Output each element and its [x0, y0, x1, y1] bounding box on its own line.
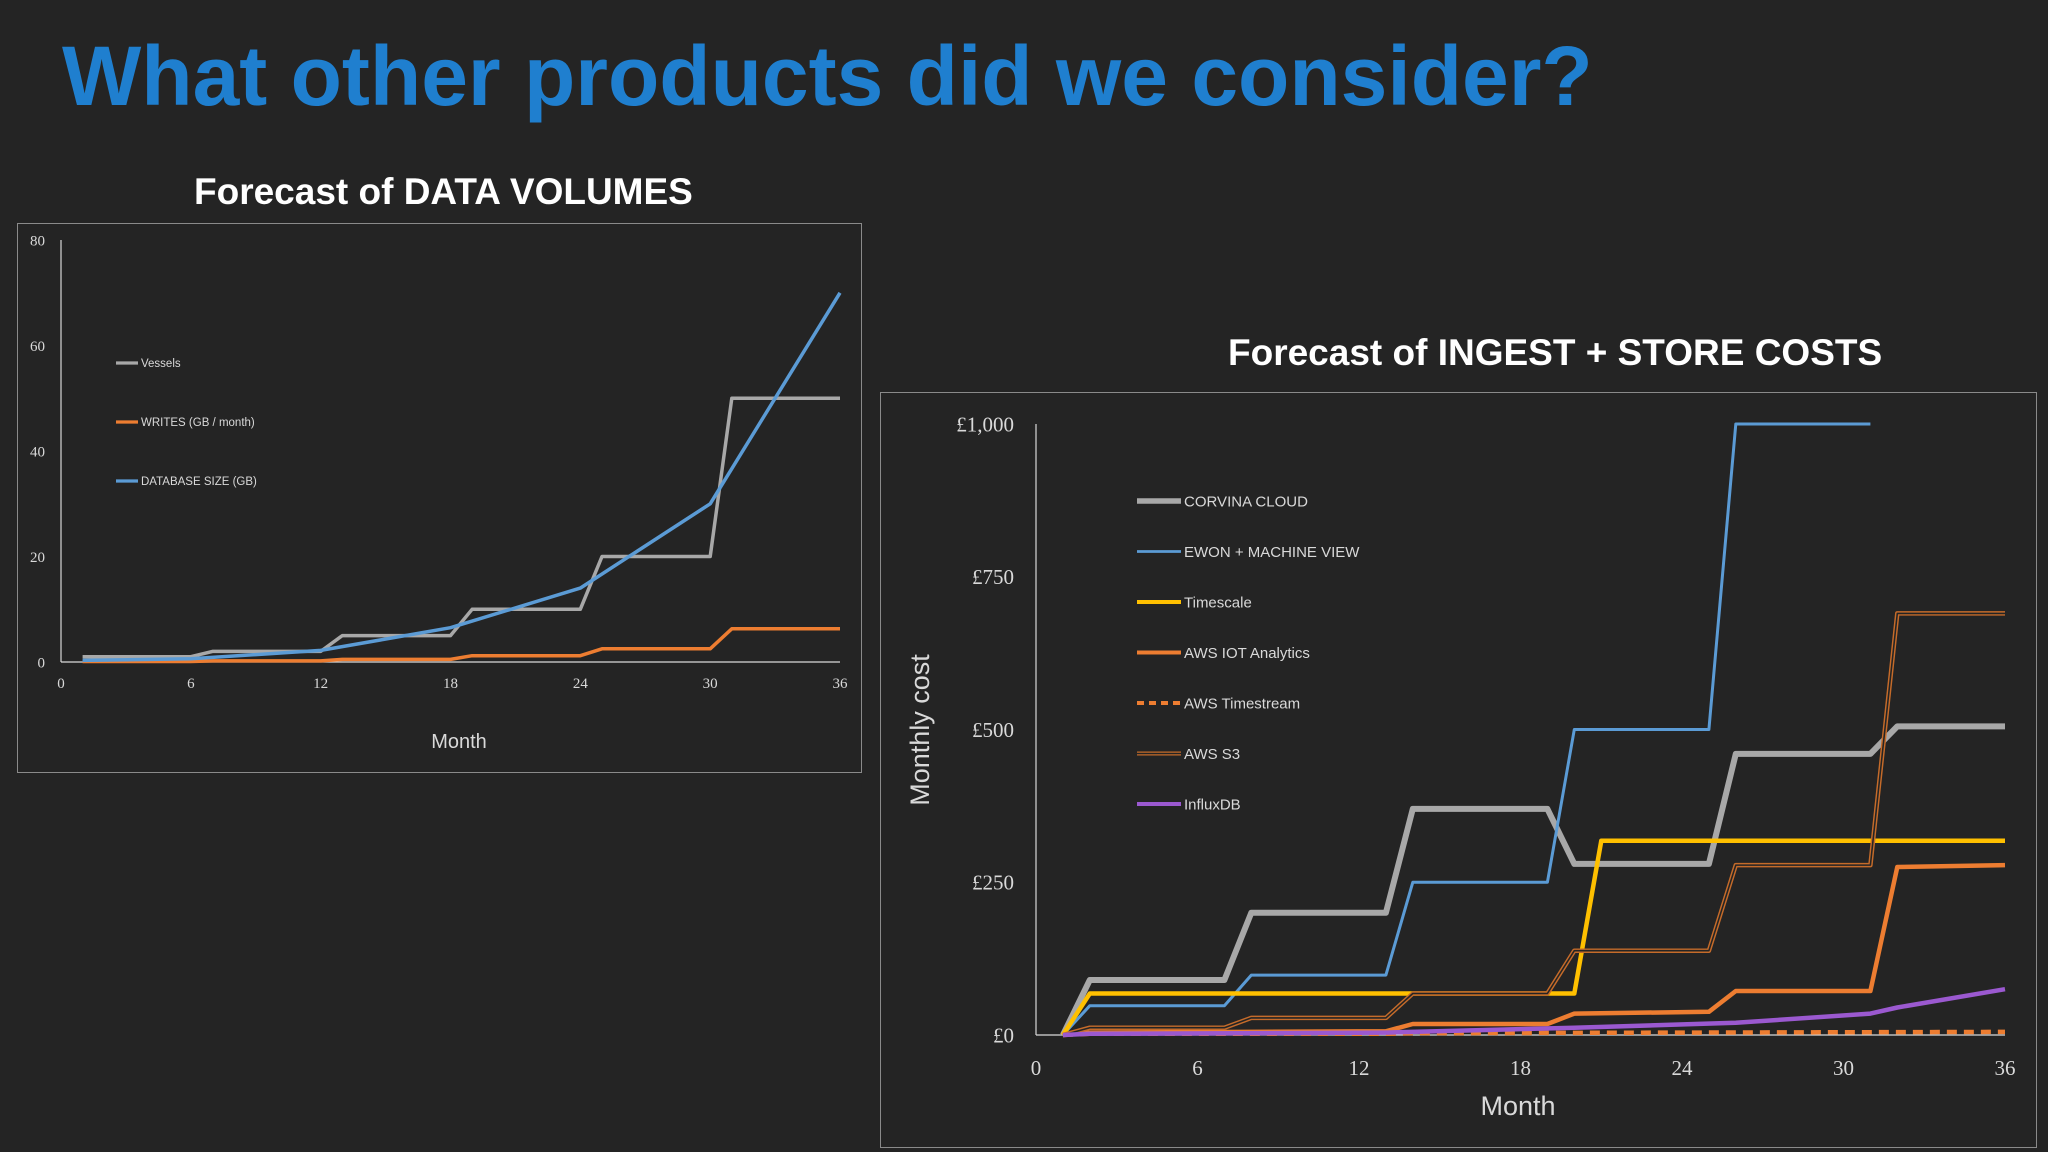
timescale-legend-label: Timescale: [1184, 594, 1252, 611]
x-axis-title: Month: [1480, 1091, 1555, 1121]
database-size-gb-series-line: [82, 291, 842, 663]
timescale-series-line: [1061, 838, 2005, 1037]
y-tick-label: 60: [30, 339, 45, 355]
x-tick-label: 36: [833, 676, 849, 692]
data-volumes-chart: 0 6 12 18 24 30 36 0 20 40 60 80 Month Vessels WRITES …: [17, 223, 862, 773]
x-tick-label: 0: [57, 676, 65, 692]
costs-chart-plot: 0 6 12 18 24 30 36 £0 £250 £500 £750 £1,000 Month Mon…: [905, 412, 2016, 1121]
y-tick-label: £500: [972, 718, 1014, 742]
x-axis-title: Month: [431, 731, 487, 753]
aws-s3-series-line-inner: [1062, 612, 2005, 1036]
x-tick-label: 12: [1349, 1056, 1370, 1080]
ewon-machine-view-series-line: [1061, 422, 1871, 1037]
y-axis-title: Monthly cost: [905, 654, 935, 806]
corvina-cloud-series-line: [1060, 723, 2005, 1037]
corvina-cloud-legend-label: CORVINA CLOUD: [1184, 493, 1308, 510]
influxdb-legend-label: InfluxDB: [1184, 796, 1241, 813]
y-tick-label: 20: [30, 550, 45, 566]
costs-chart: 0 6 12 18 24 30 36 £0 £250 £500 £750 £1,000 Month Mon…: [880, 392, 2037, 1148]
x-tick-label: 12: [313, 676, 328, 692]
x-tick-label: 24: [1672, 1056, 1694, 1080]
database-size-gb-legend-label: DATABASE SIZE (GB): [141, 476, 257, 488]
data-volumes-chart-title: Forecast of DATA VOLUMES: [194, 171, 693, 212]
y-tick-label: 0: [38, 655, 46, 671]
x-tick-label: 36: [1995, 1056, 2016, 1080]
y-tick-label: 80: [30, 233, 45, 249]
x-tick-label: 24: [573, 676, 589, 692]
influxdb-series-line: [1062, 986, 2006, 1038]
slide-title: What other products did we consider?: [62, 29, 1593, 123]
y-tick-label: £0: [993, 1023, 1014, 1047]
y-tick-label: £250: [972, 871, 1014, 895]
writes-gb-month-legend-label: WRITES (GB / month): [141, 417, 255, 429]
x-tick-label: 6: [187, 676, 195, 692]
aws-iot-analytics-legend-label: AWS IOT Analytics: [1184, 645, 1310, 662]
x-tick-label: 30: [703, 676, 718, 692]
x-tick-label: 18: [1510, 1056, 1531, 1080]
x-tick-label: 18: [443, 676, 458, 692]
x-tick-label: 30: [1833, 1056, 1854, 1080]
y-tick-label: 40: [30, 444, 45, 460]
x-tick-label: 6: [1192, 1056, 1203, 1080]
vessels-legend-label: Vessels: [141, 358, 181, 370]
ewon-machine-view-legend-label: EWON + MACHINE VIEW: [1184, 544, 1360, 561]
data-volumes-chart-plot: 0 6 12 18 24 30 36 0 20 40 60 80 Month Vessels WRITES …: [30, 233, 849, 753]
vessels-series-line: [82, 396, 840, 659]
writes-gb-month-series-line: [82, 627, 840, 664]
x-tick-label: 0: [1031, 1056, 1042, 1080]
aws-s3-legend-label: AWS S3: [1184, 746, 1240, 763]
aws-s3-series-line: [1062, 611, 2005, 1038]
aws-timestream-legend-label: AWS Timestream: [1184, 695, 1300, 712]
aws-iot-analytics-series-line: [1062, 862, 2006, 1038]
costs-chart-title: Forecast of INGEST + STORE COSTS: [1228, 332, 1883, 373]
y-tick-label: £750: [972, 565, 1014, 589]
y-tick-label: £1,000: [956, 412, 1014, 436]
